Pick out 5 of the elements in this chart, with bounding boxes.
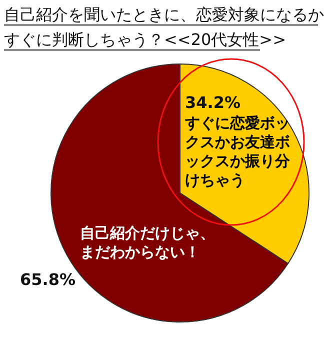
data-label: 34.2% [185,93,241,112]
chart-title: 自己紹介を聞いたときに、恋愛対象になるかすぐに判断しちゃう？<<20代女性>> [4,5,324,49]
slice-label: 自己紹介だけじゃ、まだわからない！ [80,224,215,261]
data-label: 65.8% [20,270,76,289]
slice-label: すぐに恋愛ボックスかお友達ボックスか振り分けちゃう [184,114,291,189]
